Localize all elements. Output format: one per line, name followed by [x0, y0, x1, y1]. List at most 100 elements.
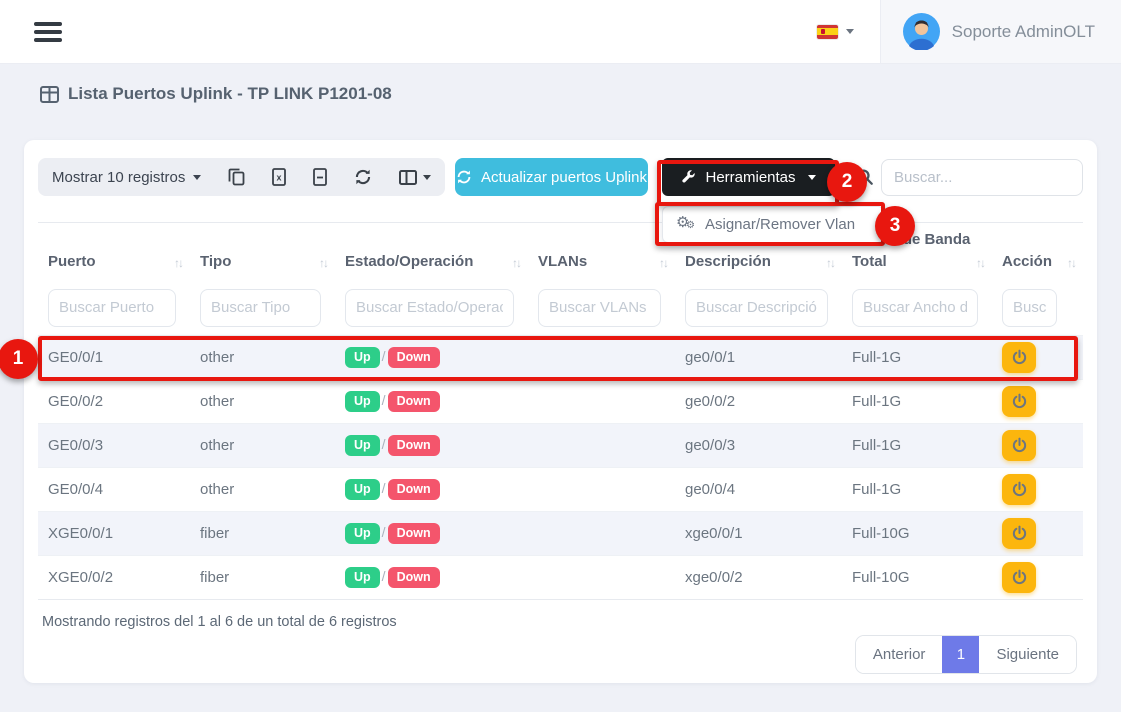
cell-descripcion: ge0/0/2: [685, 393, 736, 410]
tools-dropdown-menu: ⚙ ⚙ Asignar/Remover Vlan: [662, 206, 884, 243]
sort-icon[interactable]: ↑↓: [976, 256, 986, 271]
table-row: XGE0/0/2 fiber Up / Down xge0/0/2 Full-10G: [38, 555, 1083, 600]
table-row: GE0/0/2 other Up / Down ge0/0/2 Full-1G: [38, 379, 1083, 424]
cell-accion: [992, 512, 1083, 556]
cell-vlans: [528, 424, 675, 468]
table-row: GE0/0/1 other Up / Down ge0/0/1 Full-1G: [38, 335, 1083, 380]
page-title: Lista Puertos Uplink - TP LINK P1201-08: [68, 84, 392, 103]
excel-export-button[interactable]: x: [272, 168, 287, 186]
sort-icon[interactable]: ↑↓: [512, 256, 522, 271]
power-button[interactable]: [1002, 430, 1036, 461]
chevron-down-icon: [845, 29, 854, 34]
previous-page-button[interactable]: Anterior: [855, 636, 943, 673]
cell-ancho: Full-10G: [852, 569, 910, 586]
update-uplink-ports-button[interactable]: Actualizar puertos Uplink: [455, 158, 648, 196]
status-badge-up: Up: [345, 391, 380, 412]
cell-ancho: Full-10G: [852, 525, 910, 542]
filter-input-accion[interactable]: [1002, 288, 1057, 327]
status-separator: /: [381, 348, 386, 365]
page-length-select[interactable]: Mostrar 10 registros: [52, 168, 202, 186]
cell-accion: [992, 380, 1083, 424]
cell-descripcion: ge0/0/1: [685, 349, 736, 366]
reload-table-button[interactable]: [354, 168, 372, 186]
cell-accion: [992, 424, 1083, 468]
cell-tipo: fiber: [200, 569, 230, 586]
filter-input-vlans[interactable]: [538, 288, 661, 327]
cell-puerto: GE0/0/1: [48, 349, 104, 366]
tools-dropdown-button[interactable]: Herramientas: [662, 158, 835, 196]
filter-input-tipo[interactable]: [200, 288, 321, 327]
table-row: GE0/0/3 other Up / Down ge0/0/3 Full-1G: [38, 423, 1083, 468]
status-badge-down: Down: [387, 347, 440, 368]
cell-tipo: other: [200, 349, 235, 366]
status-separator: /: [381, 480, 386, 497]
cell-vlans: [528, 512, 675, 556]
status-badge-up: Up: [345, 567, 380, 588]
column-label: Descripción: [685, 252, 771, 270]
page-header: Lista Puertos Uplink - TP LINK P1201-08: [20, 84, 1097, 104]
sort-icon[interactable]: ↑↓: [659, 256, 669, 271]
refresh-icon: [356, 169, 371, 185]
table-toolbar: Mostrar 10 registros x: [38, 158, 1083, 196]
cell-tipo: other: [200, 393, 235, 410]
sort-icon[interactable]: ↑↓: [1067, 256, 1077, 271]
column-visibility-button[interactable]: [399, 169, 432, 185]
table-card: Mostrar 10 registros x: [24, 140, 1097, 683]
cell-accion: [992, 556, 1083, 600]
cell-puerto: GE0/0/3: [48, 437, 104, 454]
cell-ancho: Full-1G: [852, 393, 902, 410]
column-header-accion[interactable]: Acción ↑↓: [992, 223, 1083, 281]
copy-button[interactable]: [228, 168, 245, 186]
status-badge-down: Down: [387, 479, 440, 500]
user-name: Soporte AdminOLT: [951, 21, 1095, 41]
table-icon: [40, 85, 59, 103]
search-input[interactable]: [881, 158, 1083, 196]
table-filter-row: [38, 281, 1083, 336]
table-row: XGE0/0/1 fiber Up / Down xge0/0/1 Full-10G: [38, 511, 1083, 556]
cell-ancho: Full-1G: [852, 349, 902, 366]
language-dropdown[interactable]: [791, 0, 880, 63]
power-button[interactable]: [1002, 518, 1036, 549]
column-header-descripcion[interactable]: Descripción ↑↓: [675, 223, 842, 281]
current-page-button[interactable]: 1: [942, 636, 980, 673]
cell-puerto: XGE0/0/2: [48, 569, 114, 586]
page-length-label: Mostrar 10 registros: [52, 168, 186, 186]
status-separator: /: [381, 568, 386, 585]
column-header-tipo[interactable]: Tipo ↑↓: [190, 223, 335, 281]
next-page-button[interactable]: Siguiente: [979, 636, 1076, 673]
column-header-puerto[interactable]: Puerto ↑↓: [38, 223, 190, 281]
power-icon: [1012, 349, 1026, 365]
cell-puerto: GE0/0/4: [48, 481, 104, 498]
power-button[interactable]: [1002, 342, 1036, 373]
sort-icon[interactable]: ↑↓: [826, 256, 836, 271]
column-visibility-icon: [399, 169, 418, 185]
sort-icon[interactable]: ↑↓: [319, 256, 329, 271]
filter-input-puerto[interactable]: [48, 288, 176, 327]
hamburger-menu-icon[interactable]: [34, 21, 62, 42]
power-icon: [1012, 437, 1026, 453]
column-header-estado[interactable]: Estado/Operación ↑↓: [335, 223, 528, 281]
cell-estado: Up / Down: [335, 380, 528, 424]
power-button[interactable]: [1002, 386, 1036, 417]
sort-icon[interactable]: ↑↓: [174, 256, 184, 271]
avatar: [902, 13, 940, 50]
filter-input-estado[interactable]: [345, 288, 514, 327]
filter-input-descripcion[interactable]: [685, 288, 828, 327]
status-separator: /: [381, 392, 386, 409]
status-badge-up: Up: [345, 435, 380, 456]
cell-vlans: [528, 468, 675, 512]
filter-input-ancho[interactable]: [852, 288, 978, 327]
pdf-export-button[interactable]: [313, 168, 328, 186]
menu-item-asignar-remover-vlan[interactable]: Asignar/Remover Vlan: [705, 216, 856, 233]
column-header-vlans[interactable]: VLANs ↑↓: [528, 223, 675, 281]
user-menu[interactable]: Soporte AdminOLT: [879, 0, 1121, 63]
cell-tipo: other: [200, 437, 235, 454]
power-button[interactable]: [1002, 474, 1036, 505]
power-button[interactable]: [1002, 562, 1036, 593]
cell-tipo: fiber: [200, 525, 230, 542]
caret-down-icon: [423, 174, 432, 180]
status-badge-down: Down: [387, 523, 440, 544]
pagination: Anterior 1 Siguiente: [855, 636, 1076, 673]
wrench-icon: [682, 169, 696, 183]
